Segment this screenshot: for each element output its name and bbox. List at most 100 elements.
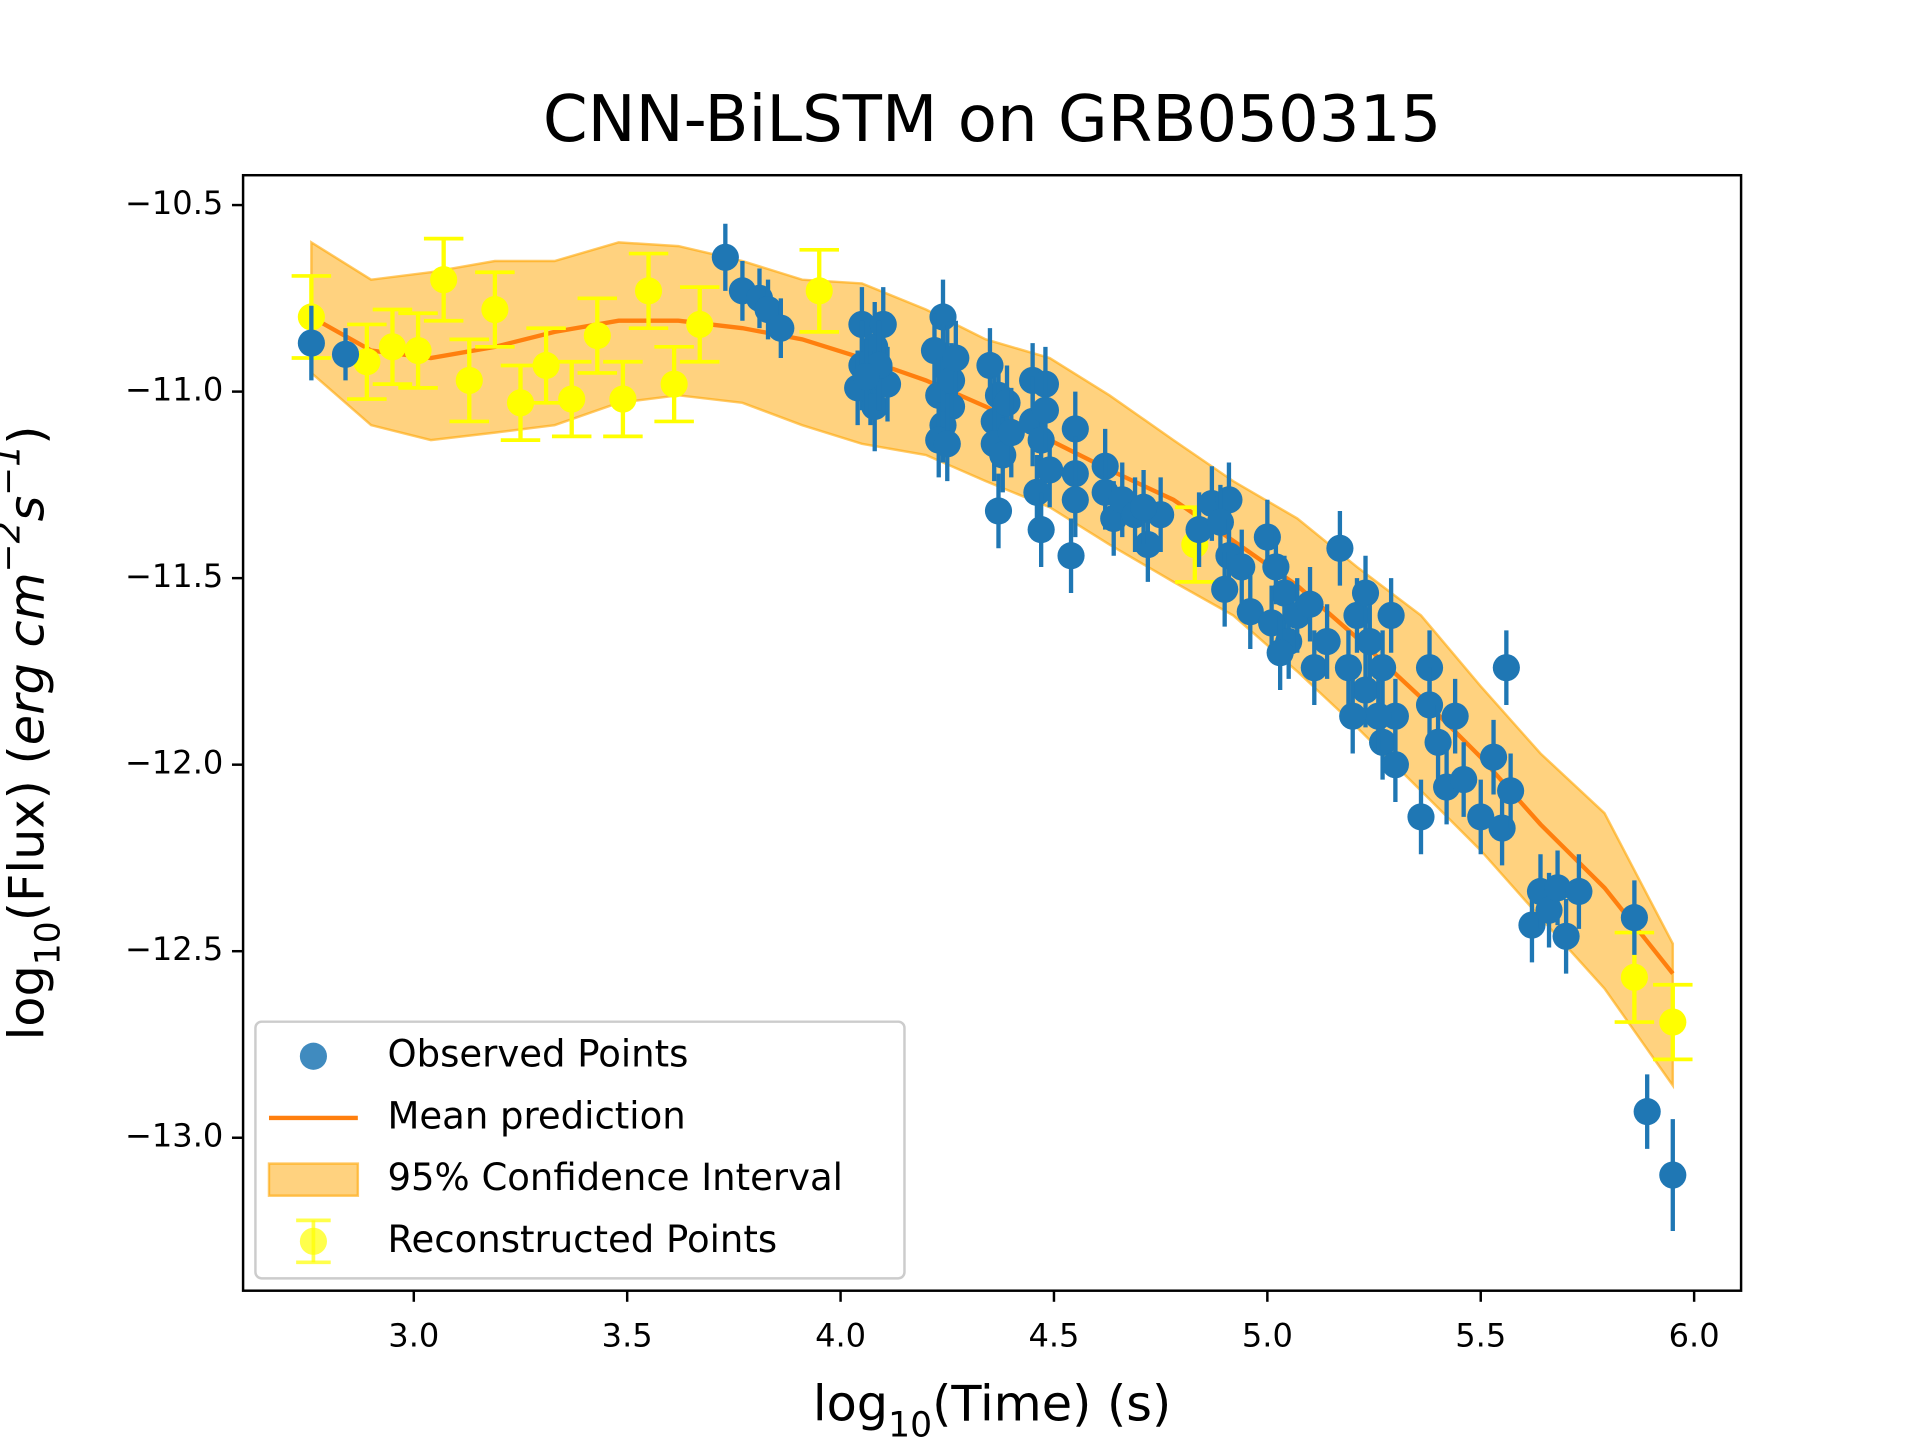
point <box>1633 1098 1661 1126</box>
x-tick-label: 4.5 <box>1028 1317 1079 1355</box>
y-tick-label: −13.0 <box>125 1117 223 1155</box>
x-label-part: 10 <box>888 1405 932 1440</box>
legend-label: Reconstructed Points <box>387 1218 777 1261</box>
legend: Observed Points Mean prediction 95% Confid… <box>254 1020 906 1280</box>
x-label-part: (Time) (s) <box>932 1374 1171 1432</box>
point <box>609 385 637 413</box>
legend-box <box>254 1020 906 1280</box>
point <box>1351 676 1380 704</box>
x-tick-label: 5.0 <box>1242 1317 1293 1355</box>
point <box>1339 702 1367 730</box>
point <box>1185 516 1213 544</box>
point <box>984 497 1013 525</box>
y-tick-label: −12.0 <box>125 744 223 782</box>
point <box>331 340 360 368</box>
x-tick-label: 3.0 <box>388 1317 439 1355</box>
point <box>1364 702 1392 730</box>
point <box>686 310 714 339</box>
y-axis-label: log10(Flux) (erg cm−2s−1) <box>0 425 68 1040</box>
plot-area <box>291 223 1693 1232</box>
point <box>506 389 535 417</box>
point <box>1266 639 1294 667</box>
point <box>1620 904 1648 932</box>
point <box>1467 803 1495 831</box>
chart-title: CNN-BiLSTM on GRB050315 <box>543 82 1441 157</box>
point <box>1565 877 1593 906</box>
x-tick-label: 3.5 <box>602 1317 653 1355</box>
point <box>1659 1008 1687 1036</box>
point <box>404 336 432 365</box>
x-tick-label: 6.0 <box>1669 1317 1720 1355</box>
legend-label: 95% Confidence Interval <box>387 1156 843 1199</box>
x-tick-label: 5.5 <box>1455 1317 1506 1355</box>
point <box>1424 728 1452 756</box>
point <box>933 430 961 458</box>
point <box>634 277 663 305</box>
point <box>1057 542 1085 570</box>
mean-line <box>310 315 1675 975</box>
axes: 3.0 3.5 4.0 4.5 5.0 5.5 6.0 −10.5 −11.0 −11.5 −12.… <box>125 184 1720 1355</box>
point <box>869 310 897 339</box>
point <box>1381 751 1409 779</box>
point <box>1415 654 1444 682</box>
point <box>711 243 739 271</box>
point <box>1492 654 1520 682</box>
point <box>1130 493 1158 521</box>
point <box>1659 1161 1687 1189</box>
point <box>297 329 325 357</box>
point <box>1036 456 1064 484</box>
point <box>1450 766 1478 794</box>
point <box>1334 654 1363 682</box>
plot-frame <box>241 173 1743 1292</box>
point <box>852 363 880 391</box>
point <box>1377 601 1405 630</box>
point <box>1211 575 1239 603</box>
point <box>1407 803 1435 831</box>
y-tick-label: −11.0 <box>125 371 223 409</box>
point <box>1270 579 1298 607</box>
point <box>993 389 1021 417</box>
point <box>1479 743 1508 771</box>
legend-label: Mean prediction <box>387 1094 685 1137</box>
point <box>1620 963 1648 991</box>
point <box>660 370 688 398</box>
point <box>583 322 611 350</box>
point <box>937 366 966 394</box>
legend-marker <box>267 1162 360 1197</box>
legend-marker <box>299 1227 327 1255</box>
x-label-part: log <box>813 1374 888 1432</box>
point <box>481 295 509 324</box>
point <box>1300 654 1328 682</box>
y-label-part: (Flux) ( <box>0 745 55 921</box>
y-label-part: erg cm <box>0 572 55 745</box>
y-label-part: ) <box>0 425 55 444</box>
y-label-part: −1 <box>0 445 28 496</box>
point <box>1296 590 1324 618</box>
point <box>1061 486 1089 514</box>
point <box>1027 516 1055 544</box>
x-tick-label: 4.0 <box>815 1317 866 1355</box>
point <box>1236 598 1264 626</box>
point <box>1356 627 1384 656</box>
legend-label: Observed Points <box>387 1033 688 1076</box>
y-tick-label: −12.5 <box>125 930 223 968</box>
point <box>1023 478 1051 506</box>
point <box>1031 396 1060 424</box>
legend-marker <box>299 1042 327 1070</box>
point <box>430 266 458 294</box>
y-label-part: log <box>0 965 55 1040</box>
point <box>805 277 833 305</box>
y-tick-label: −11.5 <box>125 557 223 595</box>
point <box>1134 530 1162 559</box>
point <box>1543 874 1572 902</box>
point <box>1369 728 1397 756</box>
point <box>942 344 970 372</box>
point <box>455 366 483 394</box>
point <box>353 348 381 376</box>
point <box>1228 553 1256 581</box>
point <box>1351 579 1380 607</box>
x-axis-label: log10(Time) (s) <box>813 1374 1171 1440</box>
point <box>378 333 407 361</box>
